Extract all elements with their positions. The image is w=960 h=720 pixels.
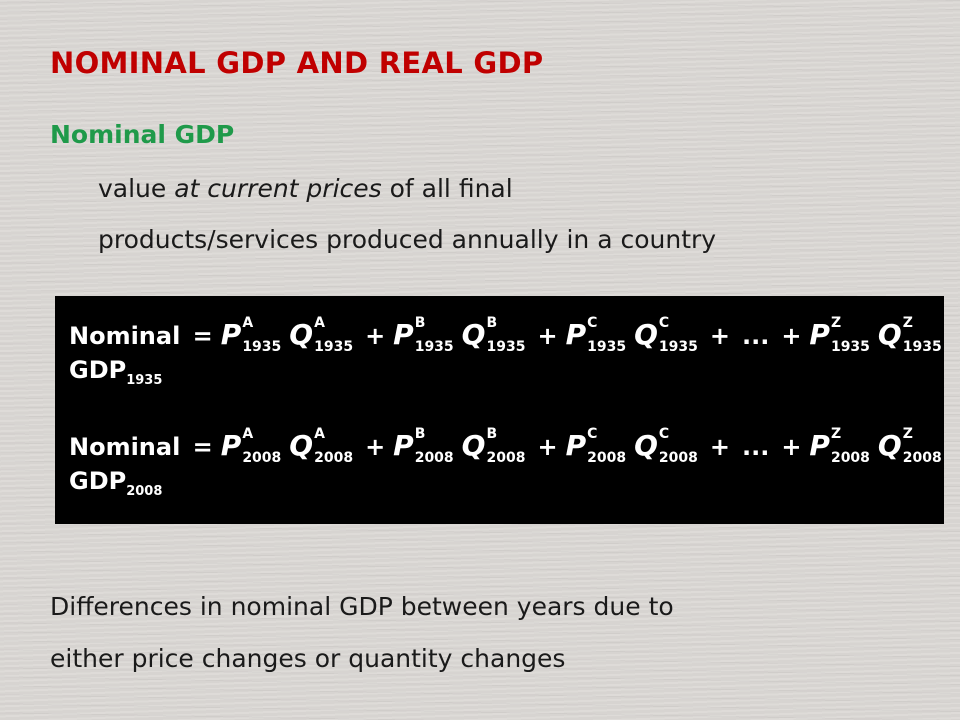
quantity-term: Q C 1935 — [634, 315, 698, 355]
quantity-term: Q Z 2008 — [877, 426, 942, 466]
price-term: P C 1935 — [565, 315, 627, 355]
formula-plus: + — [537, 322, 558, 350]
definition-emphasis: at current prices — [174, 174, 382, 203]
bottom-line-1: Differences in nominal GDP between years… — [50, 592, 674, 621]
price-term: P Z 1935 — [809, 315, 870, 355]
formula-gdp-label: GDP2008 — [69, 467, 163, 499]
definition-line-2: products/services produced annually in a… — [98, 225, 717, 254]
slide-title: NOMINAL GDP AND REAL GDP — [50, 46, 544, 80]
formula-plus: + — [537, 433, 558, 461]
formula-equals: = — [192, 433, 213, 461]
formula-plus: + — [709, 322, 730, 350]
bottom-line-2: either price changes or quantity changes — [50, 644, 566, 673]
formula-label: Nominal — [69, 322, 189, 350]
formula-equals: = — [192, 322, 213, 350]
quantity-term: Q C 2008 — [634, 426, 698, 466]
formula-row: Nominal = P A 2008 Q A 2008 + P B 2008 Q B 2008 + P C 200… — [69, 426, 950, 467]
definition-text: value — [98, 174, 175, 203]
formula-plus: + — [781, 433, 802, 461]
price-term: P B 1935 — [393, 315, 454, 355]
formula-plus: + — [709, 433, 730, 461]
formula-plus: + — [365, 433, 386, 461]
formula-plus: + — [781, 322, 802, 350]
formula-row: Nominal = P A 1935 Q A 1935 + P B 1935 Q B 1935 + P C 193… — [69, 315, 950, 356]
formula-box: Nominal = P A 1935 Q A 1935 + P B 1935 Q B 1935 + P C 193… — [55, 296, 944, 524]
price-term: P A 2008 — [220, 426, 282, 466]
formula-label: Nominal — [69, 433, 189, 461]
formula-gdp-label: GDP1935 — [69, 356, 163, 388]
price-term: P A 1935 — [220, 315, 282, 355]
formula-ellipsis: ... — [741, 322, 770, 350]
formula-plus: + — [365, 322, 386, 350]
quantity-term: Q A 1935 — [289, 315, 354, 355]
price-term: P C 2008 — [565, 426, 627, 466]
price-term: P B 2008 — [393, 426, 454, 466]
formula-ellipsis: ... — [741, 433, 770, 461]
quantity-term: Q B 1935 — [461, 315, 526, 355]
quantity-term: Q A 2008 — [289, 426, 354, 466]
definition-text: of all final — [381, 174, 513, 203]
price-term: P Z 2008 — [809, 426, 870, 466]
slide-subtitle: Nominal GDP — [50, 120, 235, 149]
definition-line-1: value at current prices of all final — [98, 174, 513, 203]
quantity-term: Q Z 1935 — [877, 315, 942, 355]
quantity-term: Q B 2008 — [461, 426, 526, 466]
